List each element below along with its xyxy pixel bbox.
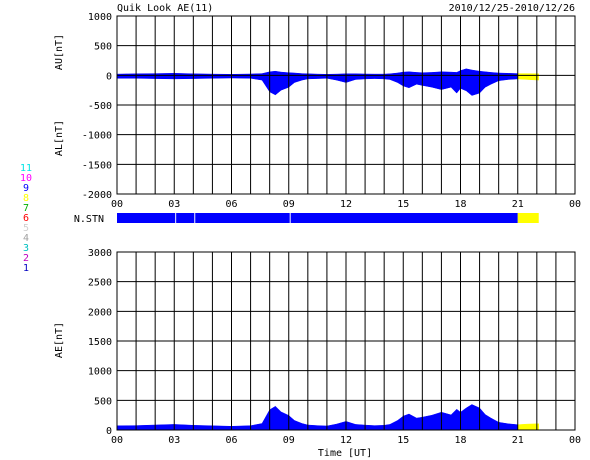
al-realtime-area: [517, 75, 539, 81]
au-al-ytick-label: -500: [88, 101, 112, 112]
station-count-label: 6: [22, 213, 30, 224]
ae-xtick-label: 15: [397, 435, 409, 446]
nstn-label: N.STN: [74, 214, 104, 225]
au-al-ytick-label: 500: [94, 42, 112, 53]
au-al-frame: [116, 15, 576, 195]
station-count-label: 4: [22, 233, 30, 244]
au-al-xtick-label: 21: [512, 199, 524, 210]
au-al-xtick-label: 15: [397, 199, 409, 210]
ae-xtick-label: 12: [340, 435, 352, 446]
nstn-segment: [117, 213, 176, 223]
au-al-ytick-label: 1000: [88, 12, 112, 23]
au-al-panel: 1000 500 0 -500 -1000 -1500 -2000 00 03 06 09 12 15…: [54, 12, 581, 210]
ae-ytick-label: 1000: [88, 367, 112, 378]
x-axis-label: Time [UT]: [318, 448, 372, 459]
ae-ytick-label: 2000: [88, 307, 112, 318]
au-al-ytick-label: -2000: [82, 190, 112, 201]
ae-xtick-label: 21: [512, 435, 524, 446]
nstn-segment: [195, 213, 290, 223]
station-count-label: 5: [22, 223, 30, 234]
al-axis-label: AL[nT]: [54, 120, 65, 156]
ae-frame: [116, 251, 576, 431]
ae-xtick-label: 09: [283, 435, 295, 446]
au-al-xtick-label: 03: [168, 199, 180, 210]
au-al-xtick-label: 12: [340, 199, 352, 210]
ae-axis-label: AE[nT]: [54, 322, 65, 358]
ae-ytick-label: 1500: [88, 337, 112, 348]
ae-panel: 3000 2500 2000 1500 1000 500 0 00 03 06 09 12 15 18 2…: [54, 248, 581, 446]
station-count-label: 11: [19, 163, 33, 174]
ae-xtick-label: 18: [454, 435, 466, 446]
nstn-segment: [290, 213, 518, 223]
ae-ytick-label: 2500: [88, 278, 112, 289]
station-count-label: 10: [19, 173, 33, 184]
ae-xtick-label: 06: [225, 435, 237, 446]
au-al-xtick-label: 00: [111, 199, 123, 210]
ae-ytick-label: 500: [94, 396, 112, 407]
nstn-panel: N.STN: [74, 213, 539, 225]
ae-ytick-label: 0: [106, 426, 112, 437]
au-al-ytick-label: -1000: [82, 131, 112, 142]
nstn-realtime-segment: [517, 213, 539, 223]
ae-xtick-label: 00: [569, 435, 581, 446]
au-axis-label: AU[nT]: [54, 34, 65, 70]
ae-xtick-label: 03: [168, 435, 180, 446]
date-range: 2010/12/25-2010/12/26: [449, 3, 575, 14]
ae-xtick-label: 00: [111, 435, 123, 446]
station-count-label: 1: [22, 263, 30, 274]
ae-realtime-area: [517, 423, 539, 431]
ae-ytick-label: 3000: [88, 248, 112, 259]
al-area: [116, 75, 519, 96]
au-al-ytick-label: -1500: [82, 160, 112, 171]
station-count-label: 8: [22, 193, 30, 204]
station-count-label: 9: [22, 183, 30, 194]
ae-area: [116, 404, 519, 431]
station-count-label: 2: [22, 253, 30, 264]
nstn-segment: [176, 213, 195, 223]
au-area: [116, 68, 519, 76]
station-count-label: 7: [22, 203, 30, 214]
au-al-xtick-label: 06: [225, 199, 237, 210]
au-al-xtick-label: 18: [454, 199, 466, 210]
chart-title: Quik Look AE(11): [117, 3, 213, 14]
au-al-xtick-label: 00: [569, 199, 581, 210]
au-al-ytick-label: 0: [106, 71, 112, 82]
station-count-label: 3: [22, 243, 30, 254]
au-al-xtick-label: 09: [283, 199, 295, 210]
